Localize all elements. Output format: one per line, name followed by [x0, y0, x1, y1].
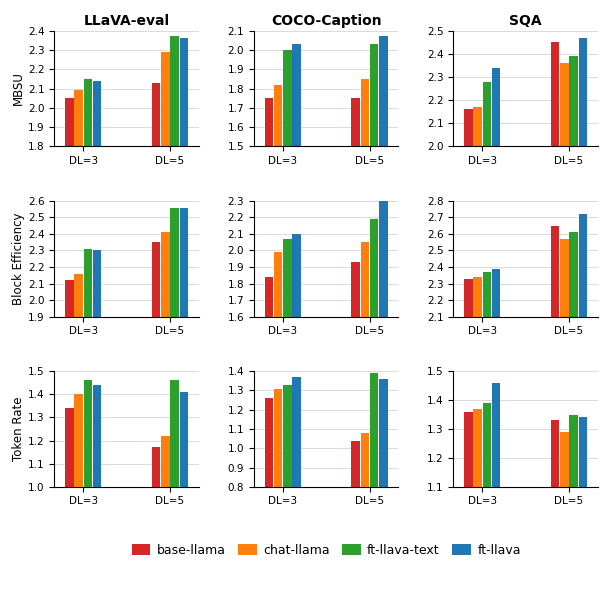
- Bar: [579, 37, 587, 608]
- Bar: [65, 98, 74, 493]
- Bar: [83, 249, 92, 614]
- Bar: [179, 39, 188, 493]
- Bar: [370, 219, 379, 581]
- Bar: [474, 277, 482, 614]
- Bar: [370, 44, 379, 435]
- Bar: [65, 408, 74, 614]
- Y-axis label: Block Efficiency: Block Efficiency: [12, 212, 25, 305]
- Bar: [492, 383, 501, 614]
- Bar: [370, 373, 379, 614]
- Bar: [274, 389, 283, 614]
- Bar: [152, 83, 161, 493]
- Bar: [570, 56, 578, 608]
- Y-axis label: Token Rate: Token Rate: [12, 397, 25, 461]
- Bar: [292, 234, 301, 581]
- Title: LLaVA-eval: LLaVA-eval: [83, 14, 170, 28]
- Bar: [361, 79, 369, 435]
- Bar: [352, 440, 360, 614]
- Bar: [464, 279, 473, 614]
- Bar: [352, 98, 360, 435]
- Bar: [179, 392, 188, 614]
- Bar: [379, 157, 388, 581]
- Bar: [464, 109, 473, 608]
- Bar: [483, 272, 491, 614]
- Bar: [560, 63, 569, 608]
- Bar: [570, 232, 578, 614]
- Bar: [93, 251, 101, 614]
- Bar: [292, 377, 301, 614]
- Bar: [93, 81, 101, 493]
- Bar: [560, 239, 569, 614]
- Legend: base-llama, chat-llama, ft-llava-text, ft-llava: base-llama, chat-llama, ft-llava-text, f…: [126, 538, 526, 562]
- Bar: [483, 403, 491, 614]
- Bar: [170, 381, 179, 614]
- Bar: [161, 52, 170, 493]
- Bar: [170, 208, 179, 614]
- Bar: [579, 418, 587, 614]
- Bar: [283, 384, 292, 614]
- Bar: [83, 381, 92, 614]
- Bar: [265, 277, 273, 581]
- Bar: [379, 36, 388, 435]
- Bar: [474, 409, 482, 614]
- Bar: [361, 242, 369, 581]
- Title: SQA: SQA: [509, 14, 542, 28]
- Bar: [265, 98, 273, 435]
- Bar: [74, 274, 83, 614]
- Bar: [265, 398, 273, 614]
- Bar: [65, 280, 74, 614]
- Bar: [492, 269, 501, 614]
- Bar: [161, 232, 170, 614]
- Bar: [283, 239, 292, 581]
- Bar: [361, 433, 369, 614]
- Bar: [352, 262, 360, 581]
- Bar: [152, 448, 161, 614]
- Bar: [292, 44, 301, 435]
- Bar: [551, 42, 559, 608]
- Bar: [283, 50, 292, 435]
- Bar: [74, 90, 83, 493]
- Bar: [492, 68, 501, 608]
- Bar: [170, 36, 179, 493]
- Bar: [579, 214, 587, 614]
- Bar: [379, 379, 388, 614]
- Y-axis label: MBSU: MBSU: [12, 72, 25, 106]
- Bar: [161, 436, 170, 614]
- Bar: [551, 226, 559, 614]
- Bar: [483, 82, 491, 608]
- Bar: [179, 208, 188, 614]
- Bar: [464, 411, 473, 614]
- Bar: [474, 107, 482, 608]
- Bar: [74, 394, 83, 614]
- Bar: [274, 85, 283, 435]
- Bar: [83, 79, 92, 493]
- Bar: [551, 421, 559, 614]
- Bar: [152, 242, 161, 614]
- Bar: [93, 385, 101, 614]
- Bar: [274, 252, 283, 581]
- Bar: [560, 432, 569, 614]
- Bar: [570, 414, 578, 614]
- Title: COCO-Caption: COCO-Caption: [271, 14, 382, 28]
